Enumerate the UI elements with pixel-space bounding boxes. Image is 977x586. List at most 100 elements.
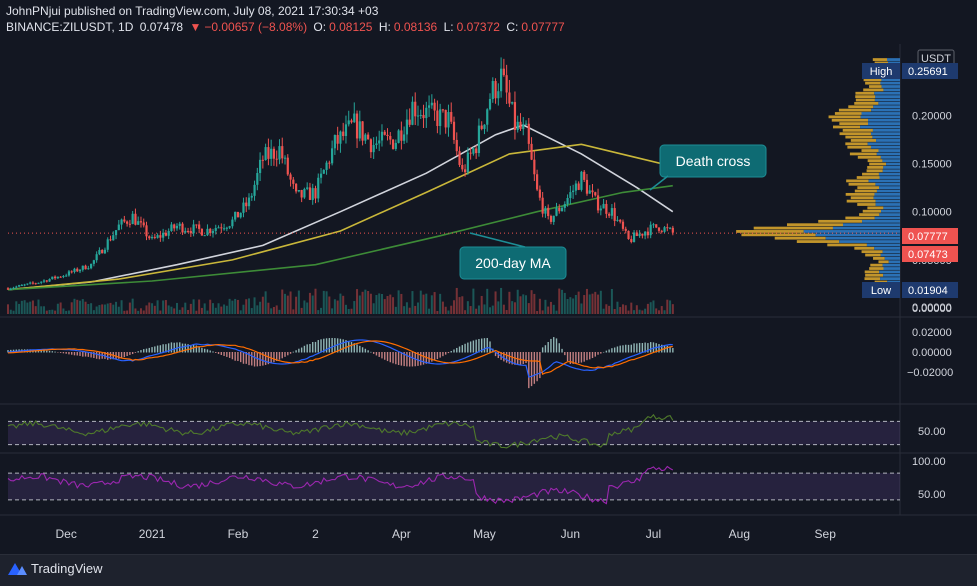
candle-body [40,281,43,283]
volume-bar [597,294,600,314]
macd-histogram-bar [483,338,486,353]
volume-bar [411,291,414,314]
candle-body [666,227,669,229]
candle-body [486,109,489,125]
volume-profile-bar [867,159,883,163]
macd-line [7,339,673,378]
macd-histogram-bar [298,348,300,353]
close-price-box [902,228,958,244]
death-cross-label: Death cross [676,153,751,169]
volume-profile-bar [880,155,900,159]
volume-profile-bar [864,277,881,281]
death-cross-pointer [649,175,669,191]
volume-bar [200,307,203,314]
tradingview-logo[interactable]: TradingView [8,561,103,576]
close-label: C: [506,20,519,34]
low-value: 0.07372 [456,20,500,34]
volume-profile-bar [845,192,875,196]
candle-body [469,152,472,154]
macd-histogram-bar [126,352,128,356]
volume-bar [62,308,65,314]
volume-bar [203,303,206,314]
volume-bar [347,309,350,314]
volume-profile-bar [869,267,884,270]
macd-histogram-bar [533,352,536,384]
macd-histogram-bar [62,352,65,354]
macd-histogram-bar [48,350,51,353]
macd-histogram-bar [345,340,347,353]
volume-profile-bar [774,236,826,240]
candle-body [56,276,59,279]
chart-canvas[interactable]: Death cross 200-day MA USDT 0.20000 0.15000… [0,0,977,554]
candle-body [217,227,220,229]
candle-body [616,219,619,221]
candle-body [328,162,331,164]
macd-histogram-bar [76,352,78,356]
volume-bar [189,303,192,314]
volume-bar [109,302,112,314]
macd-histogram-bar [458,346,461,353]
macd-histogram-bar [444,352,447,355]
macd-histogram-bar [486,337,488,353]
volume-profile-bar [865,253,881,257]
volume-profile-bar [862,219,900,223]
volume-profile-bar [883,267,900,270]
macd-histogram-bar [170,342,173,353]
macd-histogram-bar [312,341,314,353]
volume-bar [231,300,234,314]
volume-bar [486,288,489,314]
candle-body [463,169,467,173]
candle-body [250,195,253,198]
volume-bar [392,297,395,314]
volume-profile-bar [873,105,900,109]
volume-bar [439,293,442,314]
currency-label: USDT [921,53,951,65]
volume-bar [561,289,564,314]
volume-profile-bar [863,78,882,82]
candle-body [574,183,577,191]
candle-body [386,134,389,136]
candle-body [422,114,425,119]
volume-profile-bar [867,166,884,169]
candle-body [644,231,647,236]
candle-body [239,212,242,218]
volume-bar [34,306,37,314]
volume-profile-bar [865,273,884,277]
macd-histogram-bar [93,352,95,359]
candle-body [164,232,168,236]
candle-body [563,204,566,208]
macd-histogram-bar [65,352,67,354]
macd-histogram-bar [359,345,361,353]
volume-bar [59,302,62,314]
macd-histogram-bar [148,347,150,353]
volume-bar [51,309,54,314]
macd-histogram-bar [7,350,9,353]
macd-histogram-bar [422,352,425,365]
candle-body [555,207,558,216]
volume-profile-bar [888,260,900,264]
macd-histogram-bar [131,352,134,355]
macd-histogram-bar [649,342,652,353]
candle-body [391,139,395,149]
candle-body [663,227,666,232]
volume-profile-bar [881,78,900,82]
macd-histogram-bar [666,345,669,353]
macd-histogram-bar [245,352,247,364]
volume-bar [574,294,577,314]
volume-bar [552,304,555,314]
macd-histogram-bar [187,344,189,353]
candle-body [139,221,143,223]
rsi-2-band [8,473,900,500]
macd-histogram-bar [295,350,297,353]
volume-bar [375,295,378,314]
macd-histogram-bar [292,351,295,353]
candle-body [234,211,237,220]
volume-bar [591,293,594,314]
macd-histogram-bar [167,343,170,353]
volume-profile-bar [874,192,900,196]
volume-profile-bar [878,172,900,176]
macd-histogram-bar [389,352,391,363]
candle-body [552,215,555,222]
volume-profile-bar [860,125,900,129]
candle-body [314,188,317,199]
